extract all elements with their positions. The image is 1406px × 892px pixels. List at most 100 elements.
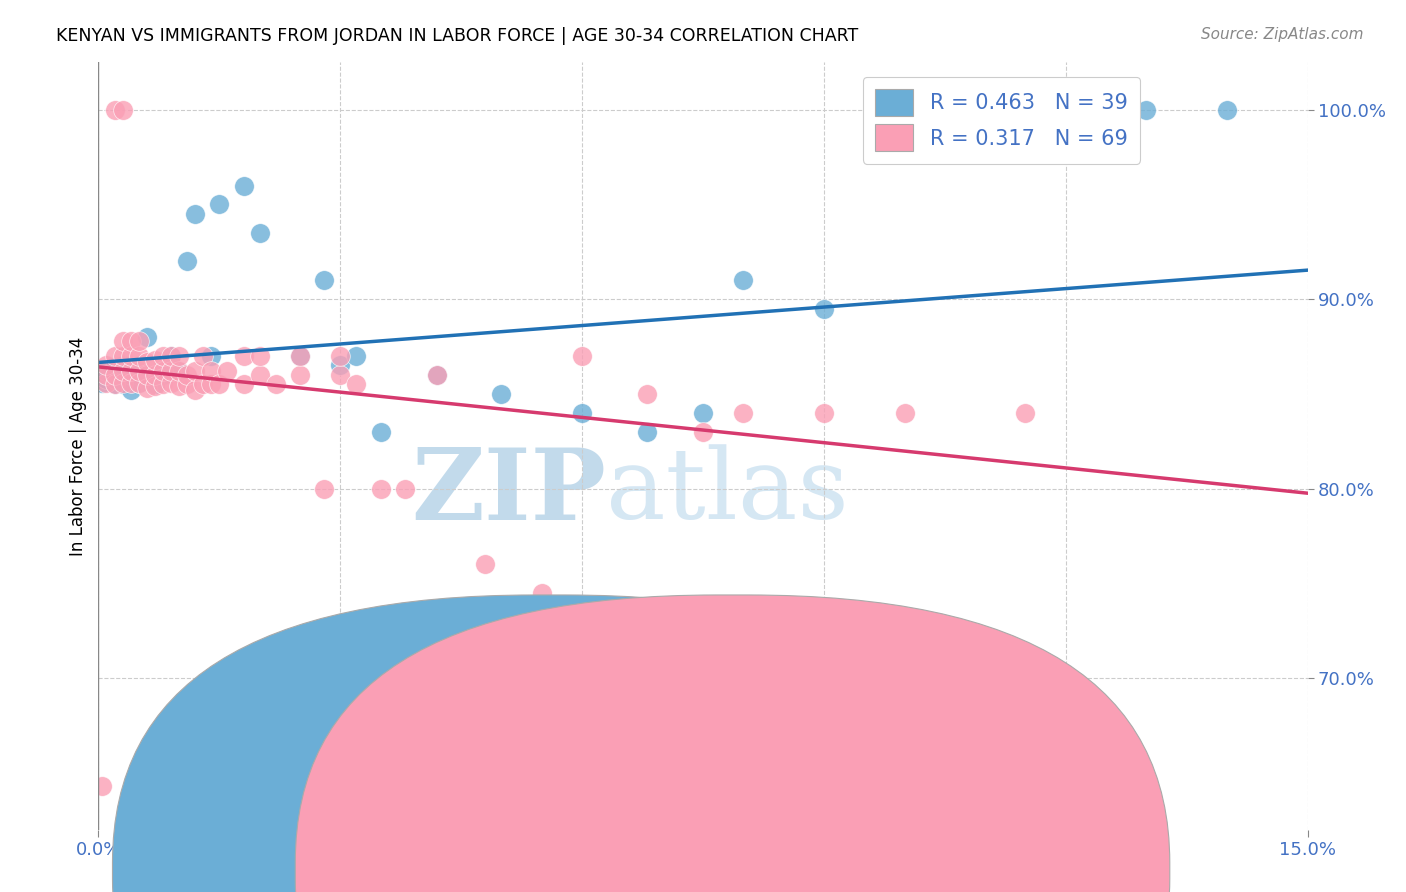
Point — [474, 558, 496, 572]
Y-axis label: In Labor Force | Age 30-34: In Labor Force | Age 30-34 — [69, 336, 87, 556]
Point — [128, 364, 150, 378]
Point — [217, 364, 239, 378]
Point — [111, 376, 134, 390]
Legend: R = 0.463   N = 39, R = 0.317   N = 69: R = 0.463 N = 39, R = 0.317 N = 69 — [863, 77, 1140, 163]
Point — [103, 368, 125, 382]
Point — [120, 383, 142, 397]
Point — [103, 349, 125, 363]
Point — [96, 364, 118, 378]
Point — [128, 349, 150, 363]
Point — [288, 349, 311, 363]
Point — [167, 379, 190, 393]
Point — [167, 364, 190, 378]
Text: atlas: atlas — [606, 444, 849, 540]
Point — [135, 330, 157, 344]
Point — [288, 368, 311, 382]
Point — [370, 425, 392, 439]
Point — [135, 355, 157, 369]
Point — [91, 779, 114, 793]
Point — [530, 586, 553, 600]
Point — [1014, 406, 1036, 420]
Point — [160, 349, 183, 363]
Point — [143, 377, 166, 392]
Point — [111, 103, 134, 117]
Point — [143, 368, 166, 382]
Point — [103, 103, 125, 117]
Text: KENYAN VS IMMIGRANTS FROM JORDAN IN LABOR FORCE | AGE 30-34 CORRELATION CHART: KENYAN VS IMMIGRANTS FROM JORDAN IN LABO… — [56, 27, 859, 45]
Point — [208, 197, 231, 211]
Point — [692, 406, 714, 420]
Point — [249, 349, 271, 363]
Point — [370, 482, 392, 496]
Point — [103, 360, 125, 375]
Point — [200, 364, 222, 378]
Point — [288, 349, 311, 363]
Point — [249, 368, 271, 382]
Point — [167, 349, 190, 363]
Point — [1216, 103, 1239, 117]
Point — [184, 207, 207, 221]
Point — [152, 368, 174, 382]
Point — [232, 178, 254, 193]
Point — [120, 376, 142, 390]
Point — [103, 377, 125, 392]
Point — [184, 364, 207, 378]
Point — [128, 364, 150, 378]
Point — [111, 359, 134, 373]
Point — [143, 379, 166, 393]
Point — [733, 406, 755, 420]
Point — [571, 406, 593, 420]
Point — [249, 226, 271, 240]
Point — [120, 364, 142, 378]
Point — [103, 377, 125, 392]
Point — [91, 376, 114, 390]
Point — [128, 376, 150, 390]
Point — [111, 334, 134, 348]
Point — [329, 359, 352, 373]
Point — [111, 364, 134, 378]
Point — [120, 349, 142, 363]
Point — [111, 368, 134, 382]
Point — [200, 377, 222, 392]
Point — [111, 349, 134, 363]
Point — [813, 406, 835, 420]
Point — [344, 349, 367, 363]
Point — [232, 377, 254, 392]
Point — [314, 273, 336, 287]
Point — [143, 352, 166, 367]
Point — [120, 368, 142, 382]
Point — [1135, 103, 1157, 117]
Point — [692, 425, 714, 439]
Point — [96, 368, 118, 382]
Point — [96, 359, 118, 373]
Point — [120, 334, 142, 348]
Point — [394, 482, 416, 496]
Point — [160, 349, 183, 363]
Text: Immigrants from Jordan: Immigrants from Jordan — [756, 861, 970, 879]
Point — [813, 301, 835, 316]
Point — [208, 377, 231, 392]
Point — [200, 349, 222, 363]
Point — [176, 368, 198, 382]
Text: Source: ZipAtlas.com: Source: ZipAtlas.com — [1201, 27, 1364, 42]
Point — [152, 377, 174, 392]
Point — [232, 349, 254, 363]
Point — [426, 368, 449, 382]
Point — [853, 614, 876, 628]
Point — [893, 406, 915, 420]
Point — [128, 334, 150, 348]
Text: ZIP: ZIP — [412, 443, 606, 541]
Point — [491, 387, 513, 401]
Point — [733, 273, 755, 287]
Point — [176, 377, 198, 392]
Point — [193, 377, 215, 392]
Point — [314, 482, 336, 496]
Point — [636, 387, 658, 401]
Point — [111, 377, 134, 392]
Point — [426, 368, 449, 382]
Point — [176, 254, 198, 268]
Point — [193, 349, 215, 363]
Point — [636, 425, 658, 439]
Point — [184, 383, 207, 397]
Point — [329, 349, 352, 363]
